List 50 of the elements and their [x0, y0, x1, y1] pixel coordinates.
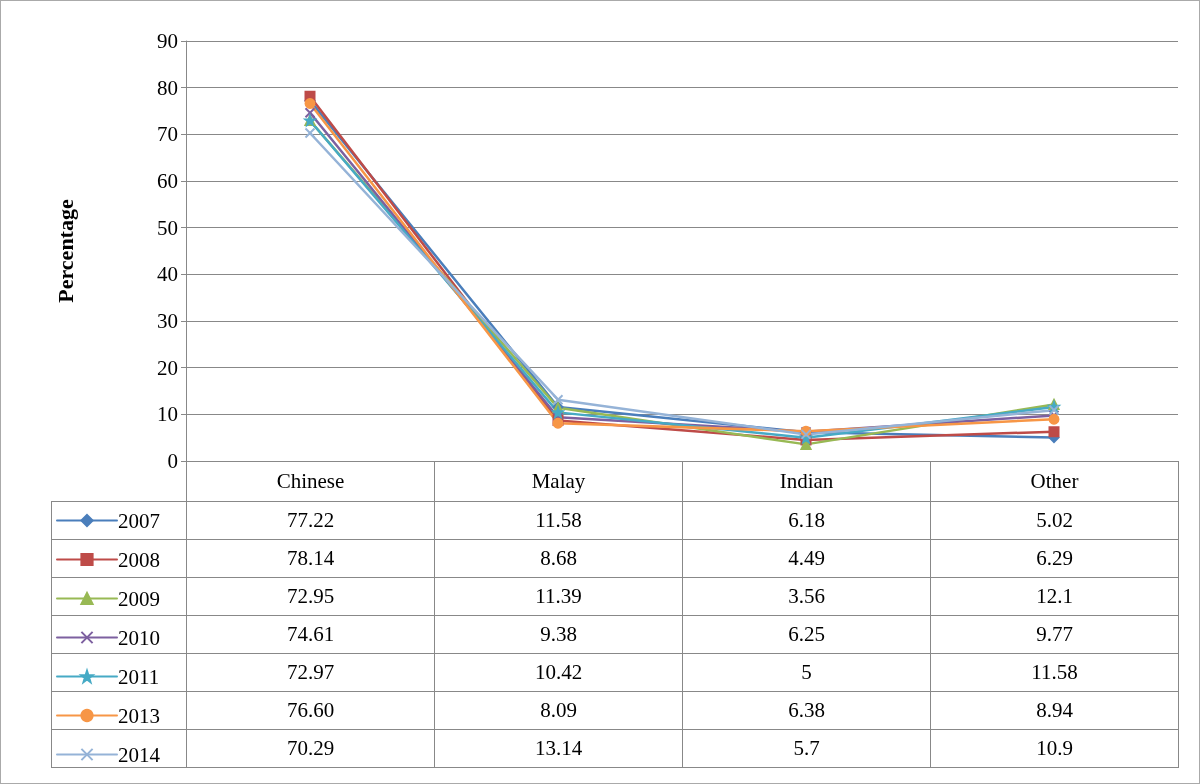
y-tick-label: 20	[157, 355, 178, 380]
legend-label: 2009	[118, 586, 160, 611]
y-tick-label: 90	[157, 29, 178, 53]
data-label: 76.60	[186, 691, 435, 730]
data-label: 8.94	[930, 691, 1179, 730]
x-tick-label: Other	[930, 461, 1179, 502]
legend-label: 2013	[118, 703, 160, 728]
legend-label: 2014	[118, 742, 161, 767]
data-label: 77.22	[186, 501, 435, 540]
x-tick-label: Malay	[434, 461, 683, 502]
y-tick-label: 40	[157, 262, 178, 287]
data-label: 72.97	[186, 653, 435, 692]
y-tick-label: 60	[157, 169, 178, 193]
legend-label: 2011	[118, 664, 160, 689]
data-label: 10.42	[434, 653, 683, 692]
data-label: 10.9	[930, 729, 1179, 768]
data-label: 8.09	[434, 691, 683, 730]
y-tick-label: 50	[157, 215, 178, 240]
data-label: 72.95	[186, 577, 435, 616]
data-label: 11.58	[434, 501, 683, 540]
x-tick-label: Indian	[682, 461, 931, 502]
legend-label: 2010	[118, 625, 160, 650]
data-label: 74.61	[186, 615, 435, 654]
legend-label: 2008	[118, 547, 160, 572]
data-label: 78.14	[186, 539, 435, 578]
data-label: 9.38	[434, 615, 683, 654]
y-tick-label: 10	[157, 402, 178, 427]
data-label: 6.38	[682, 691, 931, 730]
y-axis-title: Percentage	[52, 199, 78, 303]
data-label: 6.18	[682, 501, 931, 540]
data-label: 3.56	[682, 577, 931, 616]
data-label: 4.49	[682, 539, 931, 578]
x-tick-label: Chinese	[186, 461, 435, 502]
data-label: 6.25	[682, 615, 931, 654]
data-label: 11.39	[434, 577, 683, 616]
data-label: 8.68	[434, 539, 683, 578]
data-label: 5.02	[930, 501, 1179, 540]
y-tick-label: 0	[167, 449, 178, 473]
y-tick-label: 70	[157, 122, 178, 147]
data-label: 11.58	[930, 653, 1179, 692]
data-label: 6.29	[930, 539, 1179, 578]
data-label: 5	[682, 653, 931, 692]
data-label: 5.7	[682, 729, 931, 768]
data-label: 13.14	[434, 729, 683, 768]
y-tick-label: 80	[157, 75, 178, 100]
y-tick-label: 30	[157, 309, 178, 333]
data-label: 70.29	[186, 729, 435, 768]
legend-label: 2007	[118, 508, 160, 533]
data-label: 9.77	[930, 615, 1179, 654]
data-label: 12.1	[930, 577, 1179, 616]
